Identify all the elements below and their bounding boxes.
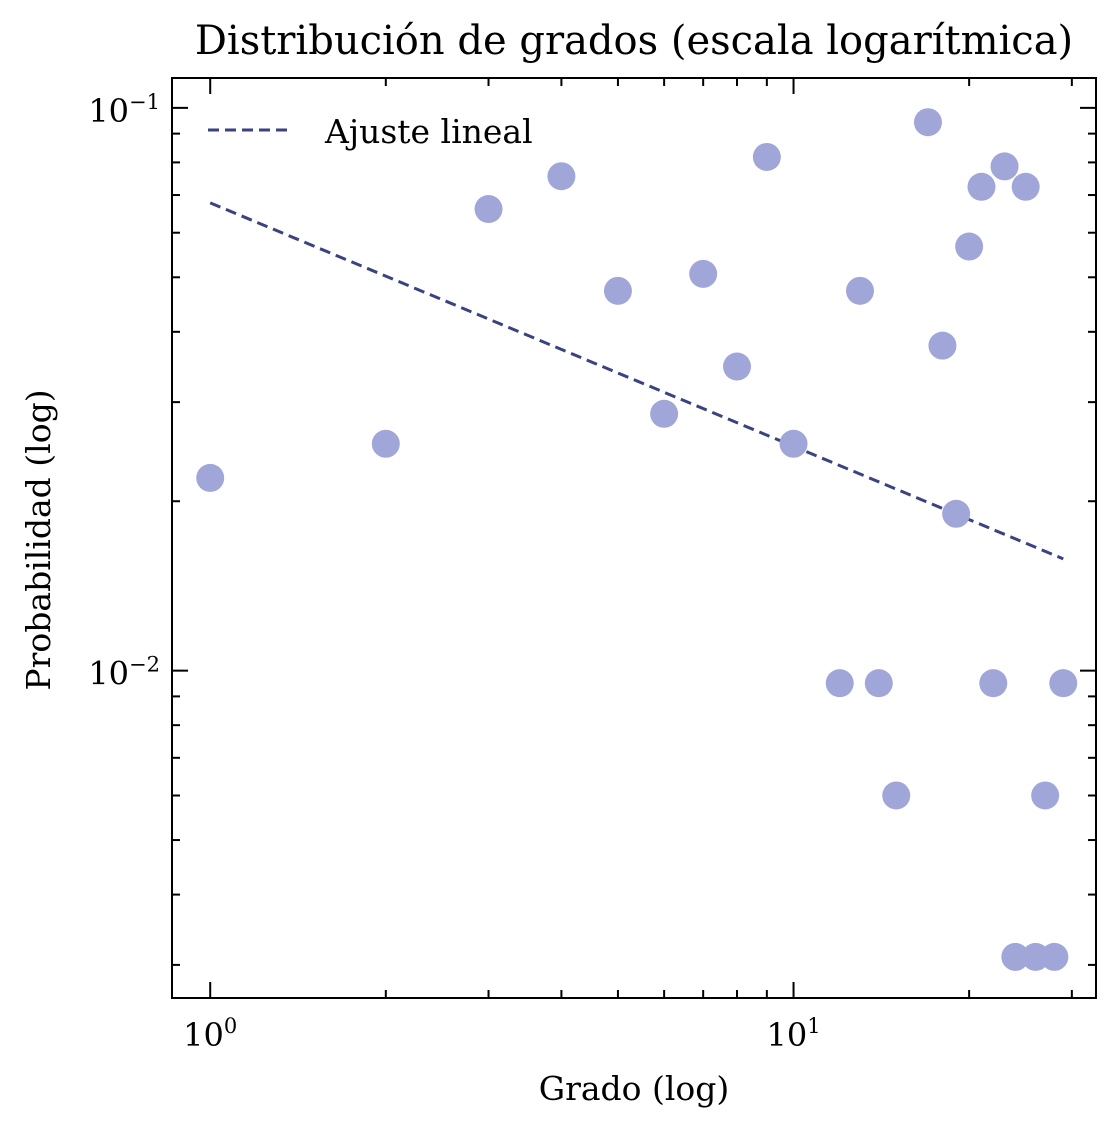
fit-line (209, 201, 1064, 561)
data-point (913, 108, 942, 137)
data-point (942, 499, 971, 528)
data-point (650, 399, 679, 428)
data-point (1049, 669, 1078, 698)
data-point (1001, 942, 1030, 971)
data-point (547, 162, 576, 191)
data-point (723, 352, 752, 381)
y-tick-label: 10−2 (88, 653, 160, 693)
data-point (979, 669, 1008, 698)
data-point (689, 259, 718, 288)
data-point (603, 276, 632, 305)
data-point (1011, 172, 1040, 201)
data-point (882, 781, 911, 810)
legend: Ajuste lineal (208, 112, 533, 151)
data-point (928, 331, 957, 360)
data-point (955, 232, 984, 261)
x-tick-label: 100 (183, 1014, 237, 1054)
legend-label: Ajuste lineal (324, 112, 533, 151)
data-point (825, 669, 854, 698)
data-point (196, 463, 225, 492)
data-point (474, 195, 503, 224)
chart-title: Distribución de grados (escala logarítmi… (195, 18, 1073, 64)
data-point (864, 669, 893, 698)
data-point (779, 429, 808, 458)
data-point (990, 152, 1019, 181)
x-axis-label: Grado (log) (539, 1069, 730, 1108)
plot-area: 100 101 10−2 10−1 (88, 77, 1097, 1054)
data-point (1040, 942, 1069, 971)
y-axis-label: Probabilidad (log) (19, 389, 58, 690)
data-point (752, 142, 781, 171)
plot-frame (171, 77, 1097, 999)
data-point (371, 429, 400, 458)
y-tick-label: 10−1 (88, 90, 160, 130)
data-point (1031, 781, 1060, 810)
data-point (967, 172, 996, 201)
data-point (846, 276, 875, 305)
x-tick-label: 101 (766, 1014, 820, 1054)
